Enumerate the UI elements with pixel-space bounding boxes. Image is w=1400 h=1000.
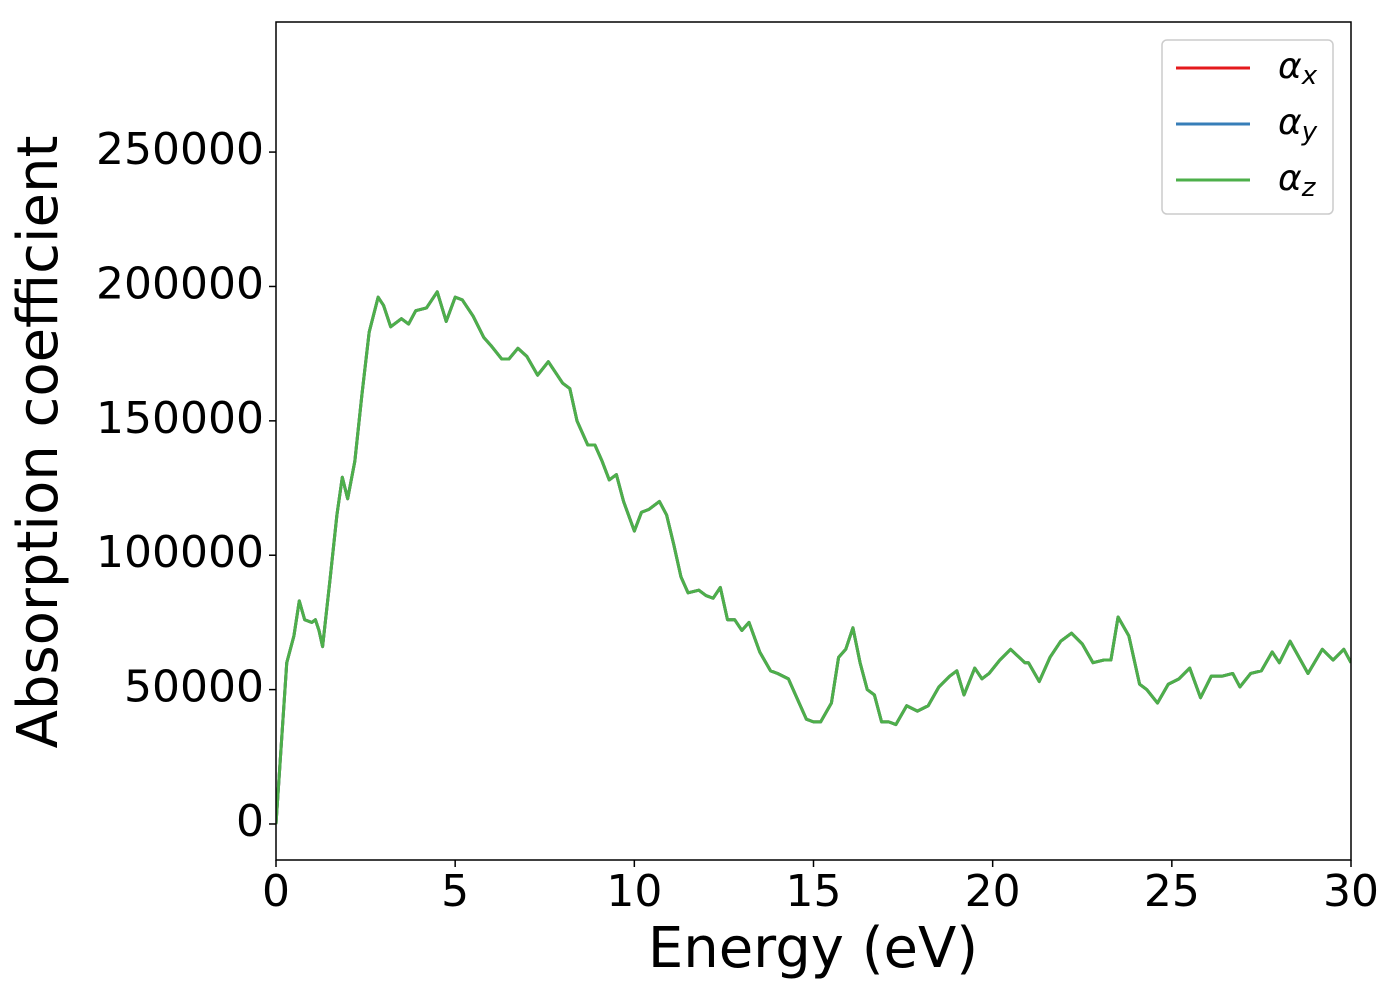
plot-frame xyxy=(275,21,1352,861)
x-tick-label: 20 xyxy=(965,866,1021,917)
legend-box xyxy=(1161,39,1334,215)
y-tick-label: 150000 xyxy=(96,393,264,444)
legend-label: αx xyxy=(1278,46,1318,91)
series-line xyxy=(276,290,1351,825)
y-tick-label: 100000 xyxy=(96,527,264,578)
y-axis-label: Absorption coefficient xyxy=(6,136,71,749)
x-tick-label: 25 xyxy=(1144,866,1200,917)
y-tick-label: 50000 xyxy=(124,662,264,713)
x-tick-label: 30 xyxy=(1323,866,1379,917)
legend-label: αz xyxy=(1278,158,1317,203)
y-tick-label: 200000 xyxy=(96,258,264,309)
series-line xyxy=(276,290,1351,825)
x-tick-label: 5 xyxy=(441,866,469,917)
x-tick-label: 15 xyxy=(786,866,842,917)
y-tick-label: 0 xyxy=(236,796,264,847)
x-tick-label: 0 xyxy=(262,866,290,917)
legend-label: αy xyxy=(1278,102,1318,147)
x-axis-label: Energy (eV) xyxy=(648,916,978,981)
x-tick-label: 10 xyxy=(606,866,662,917)
series-line xyxy=(276,290,1351,825)
y-tick-label: 250000 xyxy=(96,124,264,175)
